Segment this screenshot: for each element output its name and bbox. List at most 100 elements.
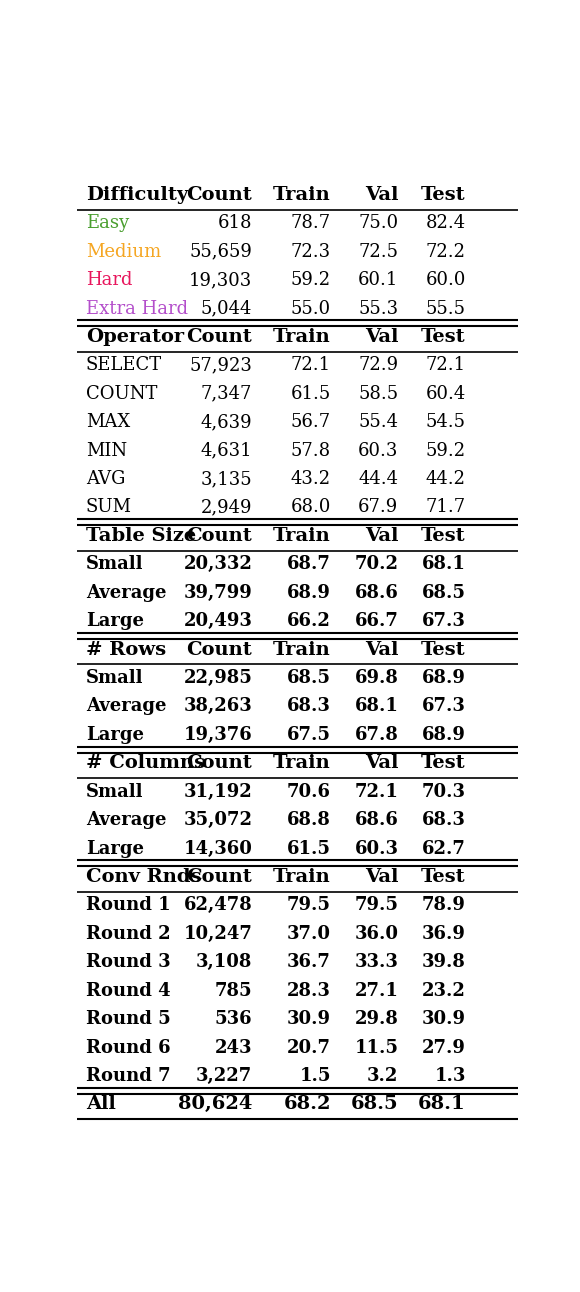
Text: 43.2: 43.2 [291,470,331,488]
Text: 68.3: 68.3 [422,811,466,829]
Text: 31,192: 31,192 [183,783,252,801]
Text: 30.9: 30.9 [422,1010,466,1028]
Text: All: All [86,1096,116,1114]
Text: 1.3: 1.3 [434,1067,466,1085]
Text: Count: Count [187,868,252,886]
Text: 19,303: 19,303 [189,271,252,289]
Text: 72.1: 72.1 [426,357,466,375]
Text: 60.0: 60.0 [426,271,466,289]
Text: 61.5: 61.5 [287,840,331,858]
Text: 67.9: 67.9 [358,499,398,517]
Text: COUNT: COUNT [86,385,157,403]
Text: AVG: AVG [86,470,125,488]
Text: Hard: Hard [86,271,132,289]
Text: 3,135: 3,135 [201,470,252,488]
Text: Round 5: Round 5 [86,1010,171,1028]
Text: Average: Average [86,584,166,602]
Text: 75.0: 75.0 [358,214,398,233]
Text: 3.2: 3.2 [367,1067,398,1085]
Text: Count: Count [187,755,252,773]
Text: SELECT: SELECT [86,357,162,375]
Text: 5,044: 5,044 [201,300,252,318]
Text: 60.3: 60.3 [354,840,398,858]
Text: 20,332: 20,332 [183,556,252,574]
Text: Val: Val [365,868,398,886]
Text: 72.1: 72.1 [354,783,398,801]
Text: Test: Test [421,186,466,204]
Text: 35,072: 35,072 [183,811,252,829]
Text: 66.2: 66.2 [287,612,331,630]
Text: 60.3: 60.3 [358,442,398,460]
Text: 68.3: 68.3 [287,698,331,716]
Text: Test: Test [421,527,466,545]
Text: 44.2: 44.2 [426,470,466,488]
Text: SUM: SUM [86,499,132,517]
Text: 27.9: 27.9 [422,1039,466,1057]
Text: MAX: MAX [86,413,130,432]
Text: 72.5: 72.5 [358,243,398,261]
Text: Train: Train [273,755,331,773]
Text: 57,923: 57,923 [190,357,252,375]
Text: 70.3: 70.3 [422,783,466,801]
Text: 20.7: 20.7 [287,1039,331,1057]
Text: 67.5: 67.5 [287,726,331,744]
Text: Average: Average [86,698,166,716]
Text: Val: Val [365,186,398,204]
Text: Large: Large [86,612,144,630]
Text: 22,985: 22,985 [183,669,252,687]
Text: Round 3: Round 3 [86,953,171,972]
Text: 68.1: 68.1 [422,556,466,574]
Text: Small: Small [86,556,143,574]
Text: 78.7: 78.7 [291,214,331,233]
Text: 38,263: 38,263 [183,698,252,716]
Text: 36.0: 36.0 [354,925,398,943]
Text: 59.2: 59.2 [291,271,331,289]
Text: Test: Test [421,755,466,773]
Text: 72.1: 72.1 [291,357,331,375]
Text: 79.5: 79.5 [354,897,398,915]
Text: # Rows: # Rows [86,641,166,659]
Text: 20,493: 20,493 [183,612,252,630]
Text: 68.7: 68.7 [287,556,331,574]
Text: Round 7: Round 7 [86,1067,171,1085]
Text: 67.3: 67.3 [422,698,466,716]
Text: 68.1: 68.1 [418,1096,466,1114]
Text: Round 6: Round 6 [86,1039,171,1057]
Text: 69.8: 69.8 [354,669,398,687]
Text: 62,478: 62,478 [183,897,252,915]
Text: 71.7: 71.7 [426,499,466,517]
Text: Difficulty: Difficulty [86,186,188,204]
Text: 60.4: 60.4 [426,385,466,403]
Text: Count: Count [187,641,252,659]
Text: 70.6: 70.6 [287,783,331,801]
Text: Small: Small [86,783,143,801]
Text: 11.5: 11.5 [354,1039,398,1057]
Text: 72.3: 72.3 [291,243,331,261]
Text: Count: Count [187,328,252,346]
Text: 4,639: 4,639 [201,413,252,432]
Text: 62.7: 62.7 [422,840,466,858]
Text: Count: Count [187,527,252,545]
Text: 39,799: 39,799 [183,584,252,602]
Text: 68.5: 68.5 [287,669,331,687]
Text: 72.2: 72.2 [426,243,466,261]
Text: 79.5: 79.5 [287,897,331,915]
Text: Operator: Operator [86,328,184,346]
Text: 785: 785 [215,982,252,1000]
Text: Train: Train [273,328,331,346]
Text: 3,227: 3,227 [196,1067,252,1085]
Text: 36.9: 36.9 [422,925,466,943]
Text: 10,247: 10,247 [183,925,252,943]
Text: 618: 618 [218,214,252,233]
Text: 68.5: 68.5 [351,1096,398,1114]
Text: Count: Count [187,186,252,204]
Text: Round 1: Round 1 [86,897,171,915]
Text: Val: Val [365,641,398,659]
Text: Train: Train [273,868,331,886]
Text: 243: 243 [215,1039,252,1057]
Text: MIN: MIN [86,442,127,460]
Text: 54.5: 54.5 [426,413,466,432]
Text: 27.1: 27.1 [354,982,398,1000]
Text: 36.7: 36.7 [287,953,331,972]
Text: 68.6: 68.6 [354,811,398,829]
